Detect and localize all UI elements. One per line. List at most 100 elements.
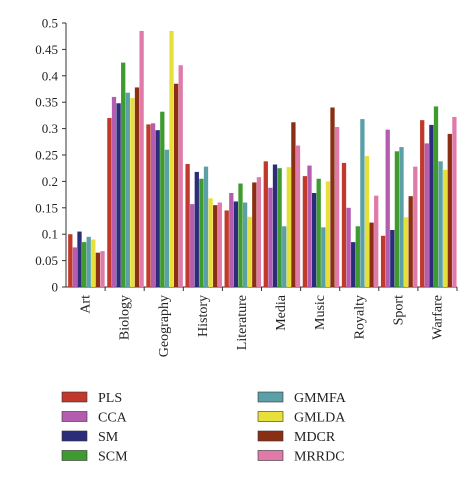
legend-swatch-scm [61, 450, 88, 461]
x-category-label: Media [274, 294, 289, 331]
legend-label-cca: CCA [98, 411, 128, 426]
legend-label-gmlda: GMLDA [294, 411, 346, 426]
bar-gmlda-media [286, 167, 291, 287]
bar-mdcr-music [330, 107, 335, 287]
bar-pls-warfare [420, 120, 425, 287]
legend-swatch-sm [61, 430, 88, 442]
bar-gmmfa-music [321, 227, 326, 287]
legend-swatch-pls [61, 391, 88, 403]
x-category-label: Royalty [352, 295, 367, 339]
bar-sm-royalty [351, 242, 356, 287]
bar-mdcr-sport [408, 196, 413, 287]
bar-scm-biology [121, 62, 126, 287]
legend-label-pls: PLS [98, 391, 122, 406]
x-category-label: Warfare [430, 295, 445, 340]
bar-mdcr-warfare [447, 133, 452, 287]
bar-gmmfa-art [86, 236, 91, 287]
bar-sm-literature [233, 201, 239, 287]
bar-mrrdc-royalty [374, 195, 379, 287]
legend-label-mdcr: MDCR [294, 430, 336, 445]
bar-scm-royalty [355, 226, 360, 287]
bar-gmmfa-royalty [360, 119, 365, 287]
bar-pls-music [302, 176, 308, 287]
y-tick-label: 0.3 [42, 121, 58, 136]
bar-cca-warfare [424, 143, 429, 287]
bar-gmmfa-warfare [438, 161, 443, 287]
bar-sm-art [77, 231, 82, 287]
y-tick-label: 0.1 [42, 227, 58, 242]
bar-cca-biology [111, 96, 117, 287]
y-tick-labels: 0 0.05 0.1 0.15 0.2 0.25 0.3 0.35 0.4 0.45 0.5 [35, 16, 66, 295]
y-tick-label: 0 [52, 280, 59, 295]
bar-cca-art [72, 247, 78, 287]
bar-cca-sport [385, 129, 390, 287]
bar-gmlda-literature [247, 216, 252, 287]
bar-pls-geography [146, 124, 151, 287]
bar-pls-royalty [341, 162, 347, 287]
bar-mrrdc-sport [413, 166, 418, 287]
bar-pls-sport [380, 235, 386, 287]
x-category-label: Biology [118, 295, 133, 340]
bar-mdcr-media [291, 122, 296, 287]
bar-pls-history [185, 163, 190, 287]
bar-gmlda-sport [403, 217, 409, 287]
bar-mdcr-geography [173, 83, 179, 287]
bar-gmlda-history [208, 198, 213, 287]
bar-gmmfa-geography [164, 149, 170, 287]
bar-mdcr-biology [134, 87, 140, 287]
legend-label-sm: SM [98, 430, 119, 445]
bar-gmlda-biology [130, 97, 135, 287]
y-tick-label: 0.15 [35, 200, 58, 215]
bar-mdcr-literature [252, 182, 257, 287]
legend: PLS CCA SM SCM GMMFA GMLDA MDCR MRRDC [61, 391, 347, 465]
legend-swatch-mrrdc [257, 450, 284, 461]
bar-mrrdc-biology [139, 30, 144, 287]
x-category-label: Sport [391, 295, 406, 325]
bar-scm-literature [238, 183, 243, 287]
bar-mrrdc-music [334, 127, 340, 288]
bar-gmlda-music [325, 181, 331, 287]
y-tick-label: 0.35 [35, 95, 58, 110]
x-category-label: Literature [235, 295, 250, 350]
bar-pls-literature [224, 210, 229, 287]
bars [68, 30, 457, 288]
bar-cca-music [307, 165, 312, 287]
x-category-label: History [196, 295, 211, 337]
legend-label-mrrdc: MRRDC [294, 450, 345, 465]
bar-mrrdc-media [295, 145, 301, 287]
y-tick-label: 0.5 [42, 16, 58, 31]
bar-scm-geography [160, 111, 165, 287]
bar-sm-biology [116, 103, 121, 287]
bar-sm-warfare [429, 124, 434, 288]
bar-scm-art [81, 242, 87, 287]
bar-gmmfa-sport [399, 147, 404, 287]
bar-sm-media [272, 164, 278, 287]
bar-mdcr-history [213, 205, 218, 287]
y-tick-label: 0.2 [42, 174, 58, 189]
bar-sm-sport [390, 229, 395, 287]
bar-mdcr-royalty [369, 222, 374, 287]
bar-pls-biology [107, 118, 112, 287]
y-tick-label: 0.25 [35, 148, 58, 163]
bar-sm-music [311, 193, 317, 287]
bar-pls-art [68, 234, 73, 287]
bar-cca-history [190, 204, 195, 287]
legend-swatch-gmlda [257, 411, 284, 422]
bar-scm-music [316, 178, 321, 287]
y-tick-label: 0.45 [35, 42, 58, 57]
x-category-label: Music [313, 295, 328, 330]
bar-sm-geography [155, 130, 160, 287]
bar-cca-literature [229, 193, 234, 287]
bar-mrrdc-geography [178, 65, 183, 288]
bar-cca-geography [150, 123, 156, 287]
x-category-labels: Art Biology Geography History Literature Medi… [79, 294, 446, 357]
legend-swatch-mdcr [257, 430, 284, 442]
bar-scm-sport [394, 151, 400, 287]
bar-gmmfa-media [282, 226, 287, 287]
y-tick-label: 0.4 [42, 68, 59, 83]
bar-gmlda-warfare [443, 169, 448, 287]
bar-mrrdc-history [217, 202, 222, 287]
legend-label-scm: SCM [98, 450, 128, 465]
bar-mrrdc-literature [256, 177, 262, 287]
